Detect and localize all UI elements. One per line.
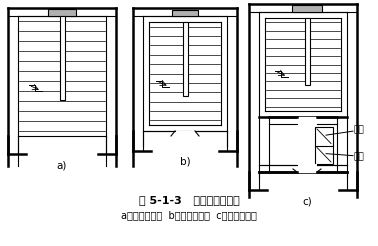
Bar bbox=[315, 127, 333, 164]
Bar bbox=[297, 164, 317, 173]
Text: 送风: 送风 bbox=[354, 152, 365, 161]
Bar bbox=[297, 117, 317, 124]
Text: 图 5-1-3   楼梯间平面形式: 图 5-1-3 楼梯间平面形式 bbox=[139, 195, 239, 205]
Text: a）开敞楼梯间  b）封闭楼梯间  c）防烟楼梯间: a）开敞楼梯间 b）封闭楼梯间 c）防烟楼梯间 bbox=[121, 210, 257, 220]
Text: 排风: 排风 bbox=[354, 126, 365, 135]
Bar bbox=[59, 16, 65, 100]
Text: c): c) bbox=[302, 196, 312, 206]
Text: a): a) bbox=[57, 160, 67, 170]
Bar bbox=[172, 10, 198, 16]
Bar bbox=[183, 22, 187, 96]
Text: b): b) bbox=[180, 157, 190, 167]
Bar bbox=[175, 130, 195, 137]
Bar bbox=[292, 5, 322, 12]
Bar bbox=[48, 9, 76, 16]
Bar bbox=[305, 18, 310, 85]
